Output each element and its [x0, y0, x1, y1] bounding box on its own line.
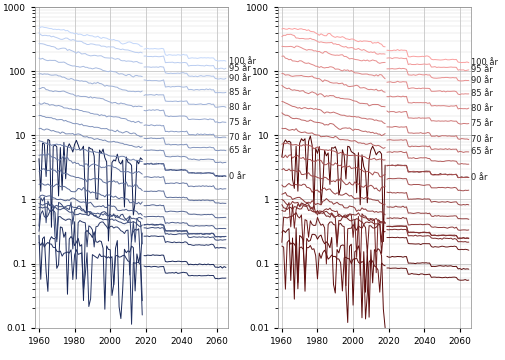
Text: 85 år: 85 år	[471, 89, 492, 98]
Text: 80 år: 80 år	[471, 104, 492, 113]
Text: 90 år: 90 år	[228, 74, 250, 83]
Text: 100 år: 100 år	[471, 58, 497, 67]
Text: 80 år: 80 år	[228, 103, 250, 112]
Text: 75 år: 75 år	[228, 118, 250, 127]
Text: 95 år: 95 år	[471, 66, 492, 75]
Text: 75 år: 75 år	[471, 119, 492, 128]
Text: 85 år: 85 år	[228, 88, 250, 97]
Text: 70 år: 70 år	[471, 135, 492, 144]
Text: 0 år: 0 år	[228, 172, 244, 181]
Text: 65 år: 65 år	[471, 148, 492, 157]
Text: 0 år: 0 år	[471, 173, 487, 182]
Text: 70 år: 70 år	[228, 133, 250, 142]
Text: 100 år: 100 år	[228, 57, 255, 66]
Text: 90 år: 90 år	[471, 76, 492, 85]
Text: 95 år: 95 år	[228, 64, 250, 73]
Text: 65 år: 65 år	[228, 146, 250, 155]
